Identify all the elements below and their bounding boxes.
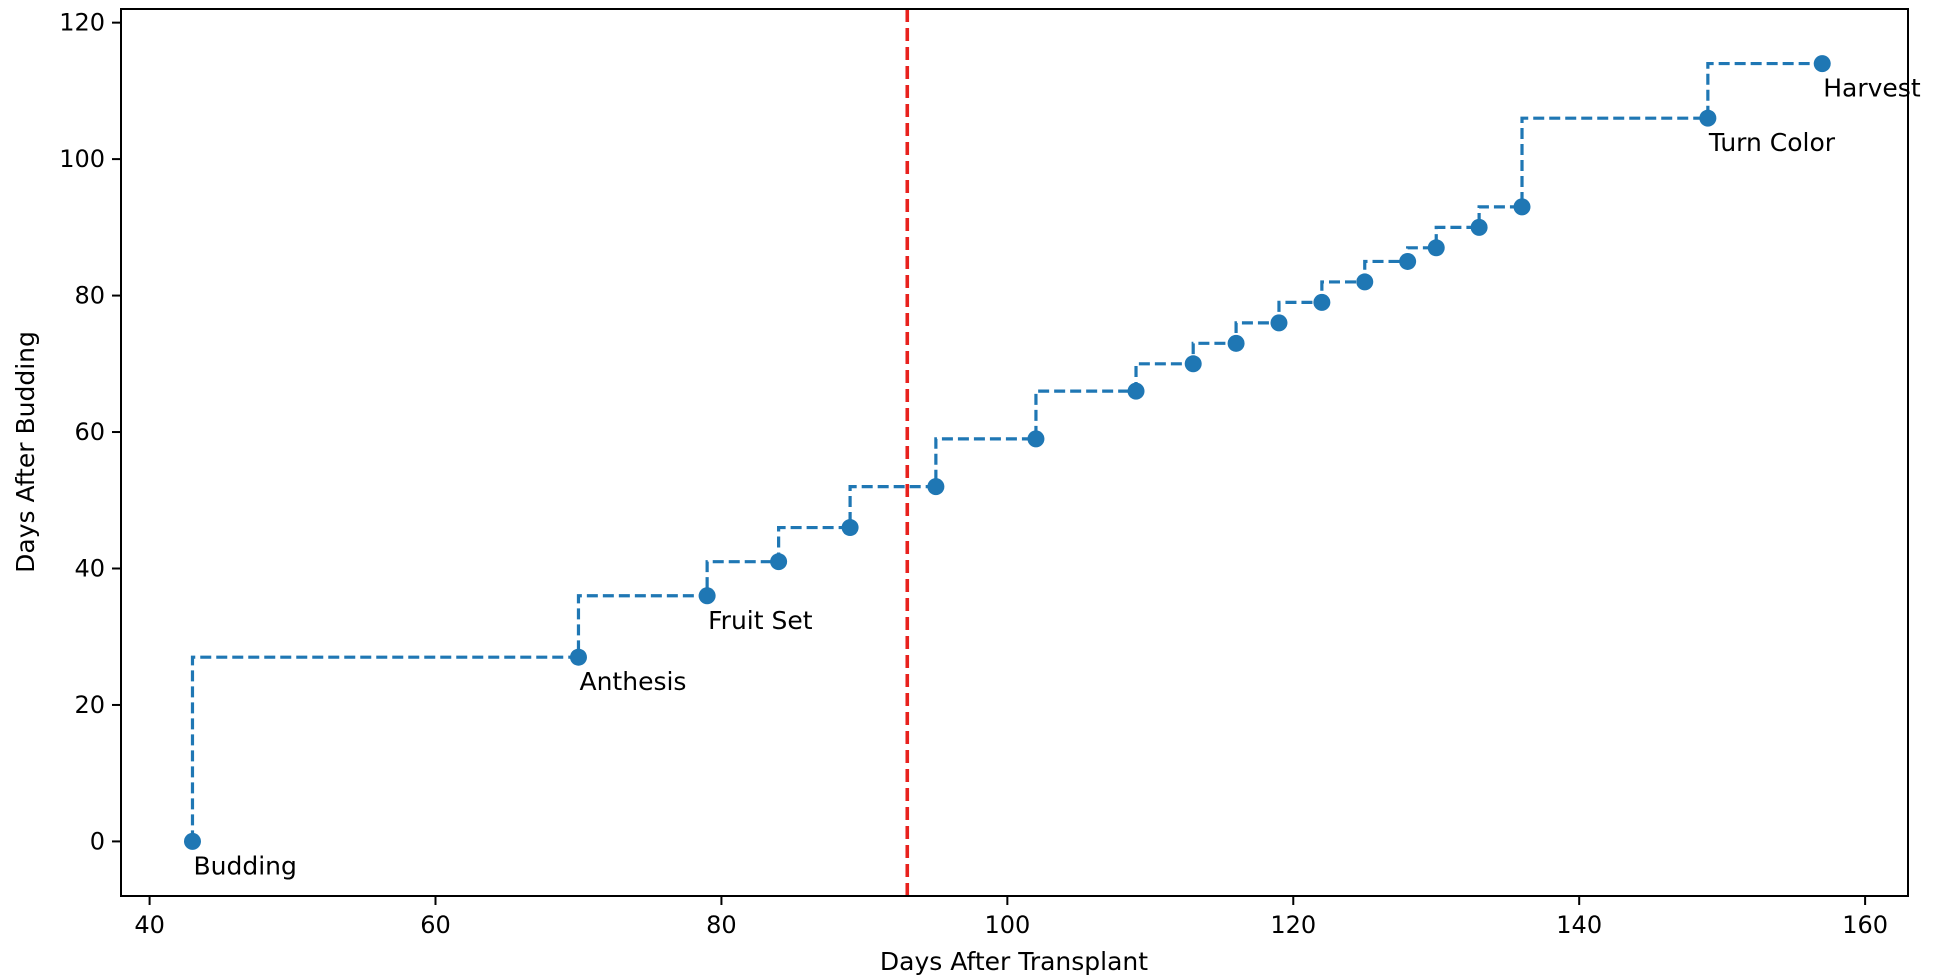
y-axis-title: Days After Budding bbox=[11, 331, 40, 573]
data-point bbox=[1184, 355, 1202, 373]
y-tick-label: 60 bbox=[74, 418, 105, 446]
stage-annotation: Anthesis bbox=[579, 667, 686, 696]
data-point bbox=[183, 832, 201, 850]
annotation-layer: Budding Anthesis Fruit Set Turn Color Harves… bbox=[193, 74, 1920, 881]
data-point bbox=[1513, 198, 1531, 216]
data-point bbox=[569, 648, 587, 666]
stage-annotation: Fruit Set bbox=[708, 606, 813, 635]
plot-area bbox=[121, 9, 1908, 896]
stage-annotation: Harvest bbox=[1823, 74, 1921, 103]
stage-annotation: Turn Color bbox=[1708, 128, 1836, 157]
data-point bbox=[1313, 293, 1331, 311]
data-point bbox=[1470, 218, 1488, 236]
plot-frame bbox=[120, 8, 1909, 897]
data-point bbox=[1427, 239, 1445, 257]
marker-layer bbox=[183, 55, 1831, 850]
y-tick-label: 20 bbox=[74, 691, 105, 719]
x-tick-label: 80 bbox=[706, 911, 737, 939]
data-point bbox=[770, 553, 788, 571]
data-point bbox=[1356, 273, 1374, 291]
x-tick-label: 100 bbox=[984, 911, 1030, 939]
data-point bbox=[1813, 55, 1831, 73]
y-tick-label: 40 bbox=[74, 554, 105, 582]
x-tick-label: 120 bbox=[1270, 911, 1316, 939]
data-point bbox=[1270, 314, 1288, 332]
y-tick-label: 0 bbox=[90, 827, 105, 855]
data-point bbox=[927, 478, 945, 496]
x-tick-label: 60 bbox=[420, 911, 451, 939]
x-tick-label: 160 bbox=[1842, 911, 1888, 939]
data-point bbox=[1699, 109, 1717, 127]
data-point bbox=[698, 587, 716, 605]
x-axis: 40 60 80 100 120 140 160 bbox=[134, 896, 1888, 939]
x-tick-label: 40 bbox=[134, 911, 165, 939]
stage-annotation: Budding bbox=[193, 851, 296, 880]
data-point bbox=[1027, 430, 1045, 448]
y-axis: 0 20 40 60 80 100 120 bbox=[59, 9, 121, 855]
data-point bbox=[1399, 252, 1417, 270]
y-tick-label: 100 bbox=[59, 145, 105, 173]
x-tick-label: 140 bbox=[1556, 911, 1602, 939]
y-tick-label: 80 bbox=[74, 282, 105, 310]
x-axis-title: Days After Transplant bbox=[880, 947, 1148, 976]
data-point bbox=[1227, 334, 1245, 352]
data-point bbox=[1127, 382, 1145, 400]
y-tick-label: 120 bbox=[59, 9, 105, 37]
data-point bbox=[841, 519, 859, 537]
